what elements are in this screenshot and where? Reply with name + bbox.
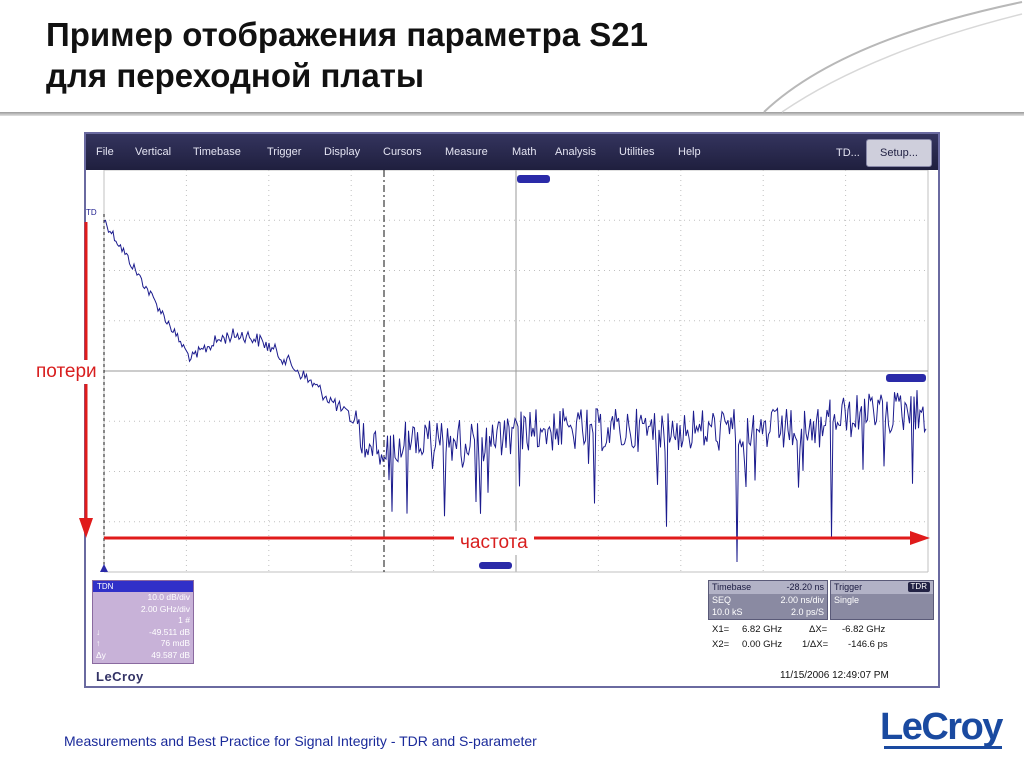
loss-label: потери: [30, 360, 103, 384]
trace-descriptor-header: TDN: [93, 581, 193, 592]
s21-waveform-trace: [103, 219, 927, 563]
title-swoosh-decoration: [763, 1, 1023, 113]
trigger-header: Trigger TDR: [831, 581, 933, 594]
plot-background: [86, 170, 938, 580]
acquisition-timestamp: 11/15/2006 12:49:07 PM: [780, 670, 889, 681]
lecroy-logo: LeCroy: [880, 706, 1003, 748]
trigger-position-marker[interactable]: [517, 175, 550, 183]
timebase-header: Timebase -28.20 ns: [709, 581, 827, 594]
timebase-row-1: SEQ 2.00 ns/div: [712, 594, 824, 605]
lecroy-logo-underline: [884, 746, 1002, 749]
slide-title-line-2: для переходной платы: [46, 57, 425, 94]
menu-file[interactable]: File: [96, 146, 114, 158]
trace-row-horizontal-scale: 2.00 GHz/div: [140, 603, 190, 614]
title-underline: [0, 112, 1024, 116]
setup-button[interactable]: Setup...: [866, 139, 932, 167]
trace-row-delta-y: Δy 49.587 dB: [96, 649, 190, 660]
waveform-display: TD: [86, 170, 938, 580]
menu-measure[interactable]: Measure: [445, 146, 488, 158]
trace-ground-marker: TD: [86, 208, 97, 217]
menu-trigger[interactable]: Trigger: [267, 146, 302, 158]
slide-footer: Measurements and Best Practice for Signa…: [64, 733, 537, 749]
td-dialog-label[interactable]: TD...: [836, 147, 860, 159]
oscilloscope-window: File Vertical Timebase Trigger Display C…: [84, 132, 940, 688]
menu-utilities[interactable]: Utilities: [619, 146, 655, 158]
menu-help[interactable]: Help: [678, 146, 701, 158]
trigger-mode-row: Single: [834, 594, 860, 605]
menu-vertical[interactable]: Vertical: [135, 146, 172, 158]
slide-title-line-1: Пример отображения параметра S21: [46, 16, 649, 53]
menu-math[interactable]: Math: [512, 146, 537, 158]
trace-descriptor-panel[interactable]: TDN 10.0 dB/div 2.00 GHz/div 1 # ↓ -49.51…: [92, 580, 194, 664]
slide-title: Пример отображения параметра S21 для пере…: [46, 14, 648, 96]
timebase-row-2: 10.0 kS 2.0 ps/S: [712, 607, 824, 617]
menu-cursors[interactable]: Cursors: [383, 146, 422, 158]
time-position-marker[interactable]: [479, 562, 512, 569]
menu-timebase[interactable]: Timebase: [193, 146, 241, 158]
trace-row-sweeps: 1 #: [178, 615, 190, 626]
cursor-low-icon: ↓: [96, 626, 101, 637]
timebase-descriptor[interactable]: Timebase -28.20 ns SEQ 2.00 ns/div 10.0 kS…: [708, 580, 828, 620]
trace-row-cursor-high: ↑ 76 mdB: [96, 638, 190, 649]
trigger-descriptor[interactable]: Trigger TDR Single: [830, 580, 934, 620]
cursor-high-icon: ↑: [96, 638, 101, 649]
cursor-x2-marker[interactable]: [100, 564, 108, 572]
scope-menu-bar: File Vertical Timebase Trigger Display C…: [86, 134, 938, 170]
menu-display[interactable]: Display: [324, 146, 361, 158]
graticule-grid: [103, 170, 929, 573]
frequency-label: частота: [454, 531, 534, 555]
trace-level-marker[interactable]: [886, 374, 926, 382]
trace-row-vertical-scale: 10.0 dB/div: [147, 592, 190, 602]
menu-analysis[interactable]: Analysis: [555, 146, 596, 158]
scope-brand-logo: LeCroy: [96, 669, 144, 684]
trace-row-cursor-low: ↓ -49.511 dB: [96, 626, 190, 637]
tdr-badge: TDR: [907, 582, 930, 592]
